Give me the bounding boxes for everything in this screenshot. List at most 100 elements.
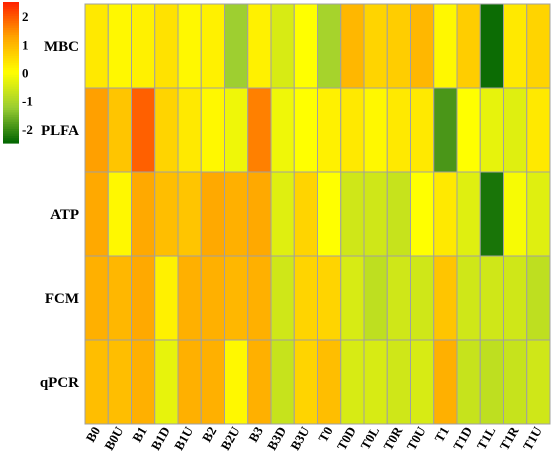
- cell-plfa-t1: [433, 87, 458, 173]
- legend-color-segment: [3, 58, 19, 62]
- cell-fcm-t0: [317, 255, 342, 341]
- legend-color-segment: [3, 96, 19, 99]
- cell-mbc-t0: [317, 3, 342, 89]
- cell-fcm-b2u: [224, 255, 249, 341]
- cell-atp-b3u: [293, 171, 318, 257]
- cell-plfa-b2u: [224, 87, 249, 173]
- column-label-b3: B3: [245, 424, 266, 445]
- cell-plfa-b3: [247, 87, 272, 173]
- legend-color-segment: [3, 65, 19, 69]
- legend-color-segment: [3, 110, 19, 114]
- color-scale-legend: 2 1 0 -1 -2: [3, 2, 33, 144]
- row-label-plfa: PLFA: [41, 123, 79, 139]
- column-label-b2: B2: [199, 424, 220, 445]
- legend-color-segment: [3, 103, 19, 106]
- cell-plfa-b2: [200, 87, 225, 173]
- legend-color-segment: [3, 131, 19, 135]
- row-label-fcm: FCM: [45, 291, 79, 307]
- cell-fcm-t0d: [340, 255, 365, 341]
- cell-plfa-t0d: [340, 87, 365, 173]
- cell-mbc-b0u: [107, 3, 132, 89]
- column-label-b1: B1: [129, 424, 150, 445]
- cell-mbc-b1d: [154, 3, 179, 89]
- column-label-t0l: T0L: [357, 424, 382, 452]
- legend-color-segment: [3, 124, 19, 128]
- cell-mbc-b2: [200, 3, 225, 89]
- cell-qpcr-b3d: [270, 339, 295, 425]
- cell-fcm-b2: [200, 255, 225, 341]
- legend-color-segment: [3, 18, 19, 22]
- cell-mbc-b0: [84, 3, 109, 89]
- cell-atp-b0: [84, 171, 109, 257]
- cell-fcm-t0u: [410, 255, 435, 341]
- cell-fcm-b3u: [293, 255, 318, 341]
- legend-color-segment: [3, 98, 19, 102]
- cell-mbc-b3u: [293, 3, 318, 89]
- cell-atp-b3: [247, 171, 272, 257]
- cell-mbc-t1u: [526, 3, 551, 89]
- legend-color-segment: [3, 119, 19, 123]
- cell-fcm-t1: [433, 255, 458, 341]
- cell-mbc-t0r: [386, 3, 411, 89]
- cell-qpcr-b0u: [107, 339, 132, 425]
- cell-qpcr-b1u: [177, 339, 202, 425]
- legend-color-segment: [3, 138, 19, 142]
- cell-plfa-b0: [84, 87, 109, 173]
- cell-atp-b1: [131, 171, 156, 257]
- cell-plfa-b3u: [293, 87, 318, 173]
- column-label-t1l: T1L: [474, 424, 499, 452]
- row-label-mbc: MBC: [44, 39, 79, 55]
- column-label-t0r: T0R: [380, 423, 406, 452]
- cell-qpcr-t0: [317, 339, 342, 425]
- cell-fcm-b1: [131, 255, 156, 341]
- cell-plfa-b1: [131, 87, 156, 173]
- legend-color-segment: [3, 6, 19, 10]
- legend-color-segment: [3, 51, 19, 55]
- cell-fcm-t1r: [503, 255, 528, 341]
- cell-plfa-b3d: [270, 87, 295, 173]
- legend-color-segment: [3, 70, 19, 74]
- legend-color-segment: [3, 23, 19, 27]
- legend-color-segment: [3, 49, 19, 52]
- legend-color-segment: [3, 39, 19, 43]
- cell-qpcr-t1u: [526, 339, 551, 425]
- cell-atp-t0u: [410, 171, 435, 257]
- legend-color-segment: [3, 13, 19, 17]
- cell-atp-t1l: [479, 171, 504, 257]
- cell-qpcr-t1d: [456, 339, 481, 425]
- cell-atp-t1: [433, 171, 458, 257]
- column-label-b0: B0: [83, 424, 104, 445]
- cell-atp-b0u: [107, 171, 132, 257]
- legend-color-segment: [3, 46, 19, 50]
- cell-mbc-b1: [131, 3, 156, 89]
- cell-atp-t1d: [456, 171, 481, 257]
- legend-color-segment: [3, 133, 19, 137]
- cell-atp-b2u: [224, 171, 249, 257]
- heatmap-cells: [84, 3, 551, 425]
- cell-fcm-t1l: [479, 255, 504, 341]
- legend-color-segment: [3, 74, 19, 78]
- column-label-t1u: T1U: [520, 423, 546, 452]
- cell-mbc-t0d: [340, 3, 365, 89]
- cell-atp-b3d: [270, 171, 295, 257]
- legend-color-segment: [3, 11, 19, 15]
- cell-qpcr-b2: [200, 339, 225, 425]
- cell-plfa-t0r: [386, 87, 411, 173]
- cell-atp-t0l: [363, 171, 388, 257]
- legend-tick-label: -2: [22, 122, 33, 137]
- legend-color-segment: [3, 121, 19, 125]
- legend-color-segment: [3, 86, 19, 90]
- cell-plfa-b1u: [177, 87, 202, 173]
- column-label-b3u: B3U: [287, 423, 313, 452]
- legend-color-segment: [3, 9, 19, 12]
- legend-color-segment: [3, 56, 19, 59]
- cell-atp-b1u: [177, 171, 202, 257]
- cell-plfa-t0u: [410, 87, 435, 173]
- cell-plfa-t1r: [503, 87, 528, 173]
- legend-color-segment: [3, 30, 19, 34]
- cell-qpcr-t1l: [479, 339, 504, 425]
- legend-color-segment: [3, 93, 19, 97]
- column-label-t1: T1: [431, 424, 452, 445]
